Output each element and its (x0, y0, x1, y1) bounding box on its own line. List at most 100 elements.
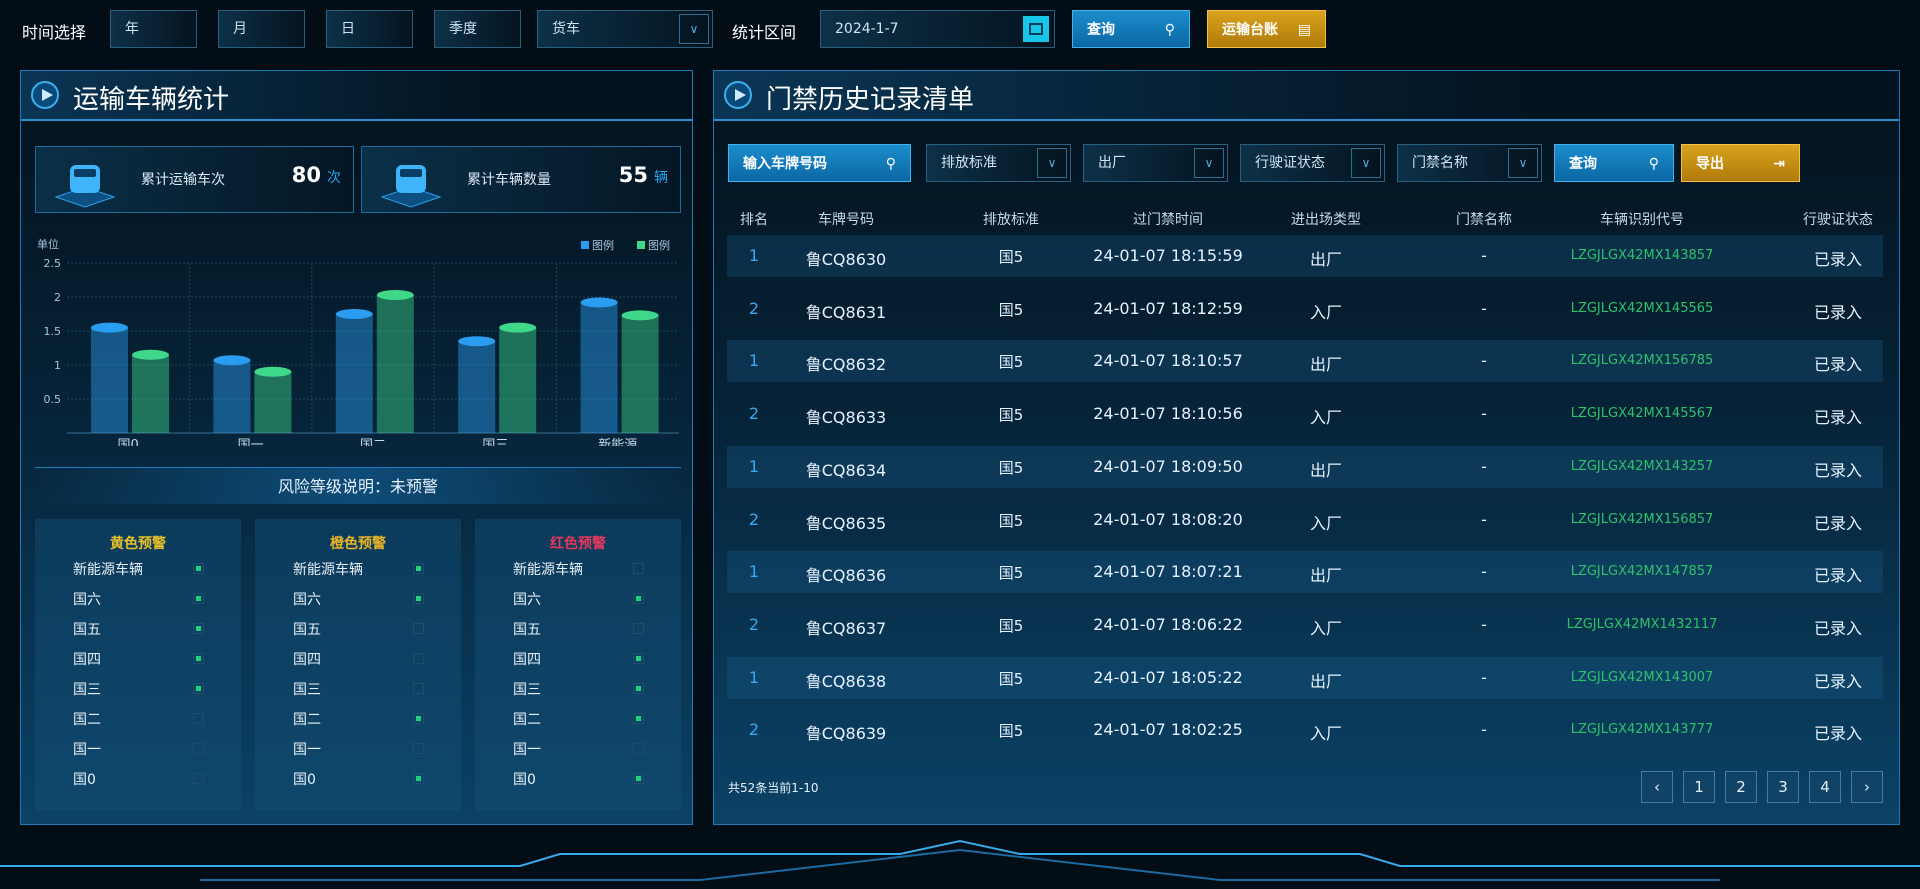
table-cell: - (1481, 246, 1487, 265)
page-button[interactable]: 2 (1725, 771, 1757, 803)
table-cell: 出厂 (1309, 250, 1343, 269)
table-cell: 2 (748, 298, 760, 318)
warning-item-label: 国一 (513, 742, 541, 758)
calendar-icon[interactable] (1023, 16, 1049, 42)
export-button[interactable]: 导出 ⇥ (1681, 144, 1800, 182)
bar-cap (621, 310, 659, 321)
table-cell: 1 (748, 351, 760, 371)
table-cell: - (1481, 298, 1487, 318)
table-cell: 鲁CQ8638 (805, 671, 887, 691)
table-cell: 已录入 (1813, 513, 1863, 533)
search-icon: ⚲ (1164, 22, 1175, 38)
year-select[interactable]: 年 (110, 10, 197, 48)
status-indicator (633, 713, 644, 724)
warning-item-label: 国二 (513, 712, 541, 728)
plate-search-input[interactable]: 输入车牌号码 ⚲ (728, 144, 911, 182)
table-cell: 鲁CQ8637 (805, 618, 887, 638)
table-row[interactable]: 2 鲁CQ8633 国5 24-01-07 18:10:56 入厂 - LZGJLGX42M… (727, 393, 1883, 435)
table-cell: 国5 (998, 669, 1024, 688)
table-cell: 24-01-07 18:07:21 (1093, 562, 1243, 582)
month-select[interactable]: 月 (218, 10, 305, 48)
gate-history-panel: 门禁历史记录清单 输入车牌号码 ⚲ 排放标准 ∨ 出厂 ∨ 行驶证状态 ∨ 门禁名称 ∨ … (713, 70, 1900, 825)
column-header: 车辆识别代号 (1600, 212, 1684, 228)
table-cell: 鲁CQ8631 (805, 302, 887, 322)
table-cell: 已录入 (1813, 671, 1863, 691)
bar-cap (132, 349, 169, 360)
table-cell: 国5 (998, 722, 1024, 741)
table-row[interactable]: 2 鲁CQ8637 国5 24-01-07 18:06:22 入厂 - LZGJLGX42M… (727, 604, 1883, 646)
table-cell: 鲁CQ8630 (805, 250, 887, 269)
panel-title: 门禁历史记录清单 (766, 85, 975, 115)
table-cell: 24-01-07 18:10:57 (1093, 351, 1243, 371)
bar-cap (335, 309, 373, 319)
day-select[interactable]: 日 (326, 10, 413, 48)
table-query-button[interactable]: 查询 ⚲ (1554, 144, 1674, 182)
page-button[interactable]: 1 (1683, 771, 1715, 803)
column-header: 排放标准 (983, 212, 1039, 228)
table-cell: LZGJLGX42MX143257 (1570, 458, 1714, 474)
status-indicator (193, 623, 204, 634)
status-indicator (413, 773, 424, 784)
stat-value: 80 次 (292, 163, 341, 187)
bar (213, 360, 251, 433)
legend-label: 图例 (592, 238, 614, 252)
chevron-down-icon: ∨ (1037, 148, 1067, 178)
table-row[interactable]: 1 鲁CQ8636 国5 24-01-07 18:07:21 出厂 - LZGJLGX42M… (727, 551, 1883, 594)
status-indicator (413, 713, 424, 724)
table-row[interactable]: 1 鲁CQ8632 国5 24-01-07 18:10:57 出厂 - LZGJLGX42M… (727, 340, 1883, 383)
query-button[interactable]: 查询 ⚲ (1072, 10, 1190, 48)
prev-page-button[interactable]: ‹ (1641, 771, 1673, 803)
status-indicator (193, 743, 204, 754)
next-page-button[interactable]: › (1851, 771, 1883, 803)
panel-title: 运输车辆统计 (73, 85, 230, 115)
warning-item-label: 国三 (73, 682, 101, 698)
status-indicator (633, 743, 644, 754)
table-cell: 鲁CQ8635 (805, 513, 887, 533)
table-cell: LZGJLGX42MX156785 (1570, 353, 1714, 369)
bar (132, 354, 169, 433)
status-indicator (413, 623, 424, 634)
table-row[interactable]: 1 鲁CQ8634 国5 24-01-07 18:09:50 出厂 - LZGJLGX42M… (727, 445, 1883, 488)
quarter-select[interactable]: 季度 (434, 10, 521, 48)
table-cell: 已录入 (1813, 618, 1863, 638)
warning-item-label: 国三 (293, 682, 321, 698)
stat-unit: 辆 (654, 170, 668, 186)
table-cell: 入厂 (1309, 302, 1343, 322)
y-tick-label: 2.5 (44, 257, 62, 270)
table-cell: 24-01-07 18:05:22 (1093, 667, 1243, 687)
bar (499, 327, 537, 433)
car-icon (54, 165, 116, 208)
table-row[interactable]: 1 鲁CQ8638 国5 24-01-07 18:05:22 出厂 - LZGJLGX42M… (727, 656, 1883, 699)
ledger-button[interactable]: 运输台账 ▤ (1207, 10, 1326, 48)
table-cell: 入厂 (1309, 724, 1343, 744)
table-cell: 国5 (998, 406, 1024, 425)
table-row[interactable]: 2 鲁CQ8639 国5 24-01-07 18:02:25 入厂 - LZGJLGX42M… (727, 709, 1883, 751)
table-cell: 1 (748, 562, 760, 582)
emission-select[interactable]: 排放标准 ∨ (926, 144, 1071, 182)
warning-item-label: 国一 (73, 742, 101, 758)
direction-select[interactable]: 出厂 ∨ (1083, 144, 1228, 182)
table-row[interactable]: 2 鲁CQ8635 国5 24-01-07 18:08:20 入厂 - LZGJLGX42M… (727, 499, 1883, 541)
vehicle-type-value: 货车 (552, 21, 580, 37)
table-cell: 已录入 (1813, 302, 1863, 322)
warning-column: 黄色预警 新能源车辆 国六 国五 国四 国三 国二 国一 国0 (35, 519, 241, 811)
license-status-select[interactable]: 行驶证状态 ∨ (1240, 144, 1385, 182)
warning-item-label: 新能源车辆 (513, 562, 583, 578)
date-range-input[interactable]: 2024-1-7 (820, 10, 1055, 48)
bar-cap (458, 336, 496, 347)
vehicle-type-select[interactable]: 货车 ∨ (537, 10, 713, 48)
status-indicator (633, 593, 644, 604)
range-label: 统计区间 (732, 23, 797, 42)
gate-name-select[interactable]: 门禁名称 ∨ (1397, 144, 1542, 182)
table-row[interactable]: 2 鲁CQ8631 国5 24-01-07 18:12:59 入厂 - LZGJLGX42M… (727, 288, 1883, 330)
x-tick-label: 国二 (360, 438, 386, 446)
y-tick-label: 0.5 (44, 393, 62, 406)
bar (621, 315, 659, 433)
status-indicator (413, 683, 424, 694)
page-button[interactable]: 4 (1809, 771, 1841, 803)
car-icon (380, 165, 442, 208)
warning-column: 红色预警 新能源车辆 国六 国五 国四 国三 国二 国一 国0 (475, 519, 681, 811)
page-button[interactable]: 3 (1767, 771, 1799, 803)
table-row[interactable]: 1 鲁CQ8630 国5 24-01-07 18:15:59 出厂 - LZGJLGX42M… (727, 235, 1883, 277)
date-value: 2024-1-7 (835, 21, 899, 37)
